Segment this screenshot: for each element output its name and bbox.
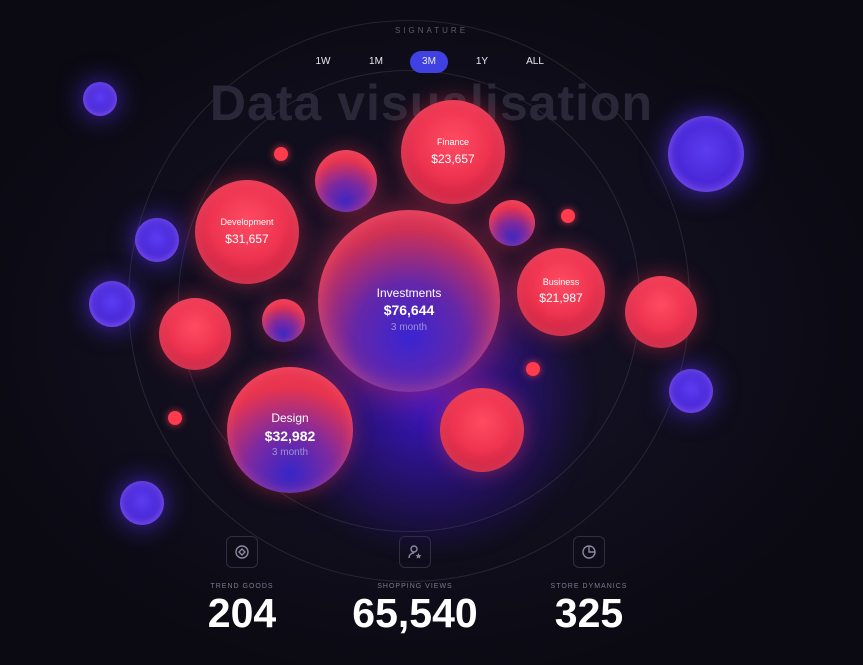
bubble-dot[interactable]: [168, 411, 182, 425]
bubble-blue[interactable]: [83, 82, 117, 116]
bubble-blue[interactable]: [89, 281, 135, 327]
bubble-design-period: 3 month: [271, 447, 309, 458]
tab-1w[interactable]: 1W: [315, 56, 331, 67]
tab-all[interactable]: ALL: [526, 56, 544, 67]
bubble-design-value: $32,982: [264, 428, 316, 444]
stat-shopping-views-value: 65,540: [352, 590, 478, 636]
stat-store-dynamics: STORE DYMANICS 325: [499, 536, 679, 636]
bubble-design-name: Design: [271, 411, 309, 425]
tab-3m[interactable]: 3M: [410, 51, 448, 73]
bubble-dot[interactable]: [526, 362, 540, 376]
bubble-unlabeled[interactable]: [489, 200, 535, 246]
pie-chart-icon[interactable]: [573, 536, 605, 568]
stat-store-dynamics-label: STORE DYMANICS: [550, 583, 628, 590]
stat-trend-goods-value: 204: [207, 590, 277, 636]
bubble-finance-name: Finance: [436, 137, 470, 147]
bubble-dot[interactable]: [274, 147, 288, 161]
stat-trend-goods: TREND GOODS 204: [152, 536, 332, 636]
tab-1m[interactable]: 1M: [369, 56, 383, 67]
bubble-business-value: $21,987: [539, 291, 583, 305]
bubble-unlabeled[interactable]: [625, 276, 697, 348]
bubble-investments-name: Investments: [376, 286, 442, 300]
bubble-finance-value: $23,657: [431, 152, 475, 166]
bubble-unlabeled[interactable]: [159, 298, 231, 370]
signature-label: SIGNATURE: [394, 26, 469, 35]
period-tabs: 1W 1M 3M 1Y ALL: [0, 51, 863, 73]
bubble-business-name: Business: [542, 277, 580, 287]
bubble-blue[interactable]: [120, 481, 164, 525]
user-star-icon[interactable]: [399, 536, 431, 568]
bubble-blue[interactable]: [669, 369, 713, 413]
bubble-investments-period: 3 month: [390, 322, 428, 333]
stat-trend-goods-label: TREND GOODS: [210, 583, 274, 590]
bubble-business[interactable]: Business $21,987: [517, 248, 605, 336]
bubble-unlabeled[interactable]: [440, 388, 524, 472]
bubble-investments-value: $76,644: [383, 302, 435, 318]
bubble-finance[interactable]: Finance $23,657: [401, 100, 505, 204]
bubble-development[interactable]: Development $31,657: [195, 180, 299, 284]
bubble-blue[interactable]: [135, 218, 179, 262]
bubble-design[interactable]: Design $32,982 3 month: [227, 367, 353, 493]
bubble-development-value: $31,657: [225, 232, 269, 246]
bubble-unlabeled[interactable]: [262, 299, 305, 342]
stat-shopping-views-label: SHOPPING VIEWS: [377, 583, 453, 590]
bubble-investments[interactable]: Investments $76,644 3 month: [318, 210, 500, 392]
bubble-dot[interactable]: [561, 209, 575, 223]
bubble-development-name: Development: [220, 217, 274, 227]
bubble-blue[interactable]: [668, 116, 744, 192]
stat-shopping-views: SHOPPING VIEWS 65,540: [325, 536, 505, 636]
tab-1y[interactable]: 1Y: [475, 56, 489, 67]
bubble-unlabeled[interactable]: [315, 150, 377, 212]
stat-store-dynamics-value: 325: [554, 590, 624, 636]
trend-goods-icon[interactable]: [226, 536, 258, 568]
